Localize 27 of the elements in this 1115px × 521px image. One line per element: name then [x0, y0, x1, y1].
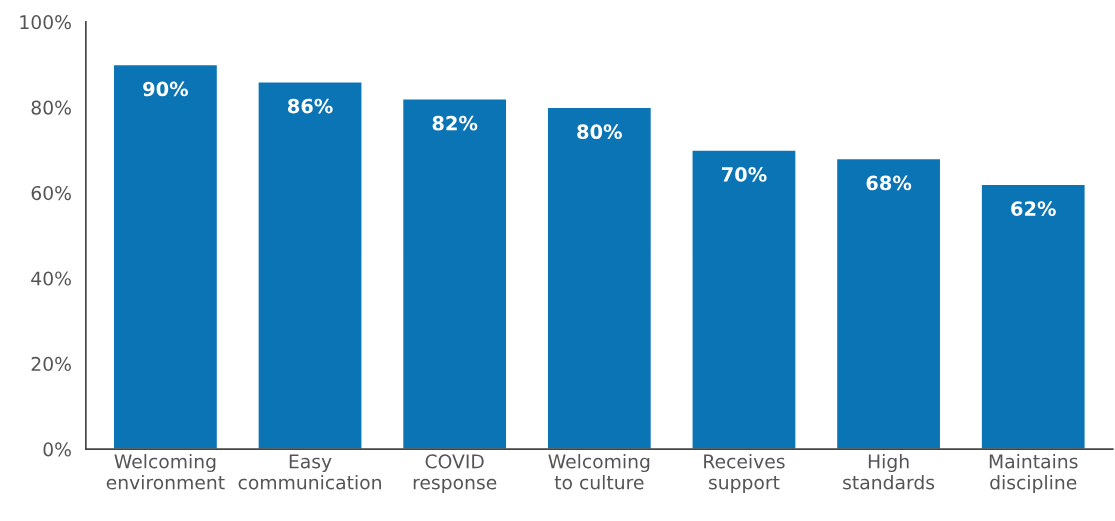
y-tick-label: 80%	[31, 100, 71, 115]
bar	[401, 98, 508, 450]
bar	[546, 106, 653, 450]
bar	[980, 183, 1086, 450]
data-label: 70%	[721, 167, 767, 182]
bar	[835, 157, 942, 450]
data-label: 68%	[866, 175, 912, 191]
x-tick-label: High standards	[843, 453, 935, 490]
data-label: 62%	[1011, 201, 1056, 216]
bar	[257, 80, 363, 450]
y-tick-label: 40%	[31, 271, 71, 286]
x-tick-label: COVID response	[413, 454, 497, 494]
x-tick-label: Maintains discipline	[989, 453, 1078, 494]
data-label: 80%	[577, 124, 622, 140]
x-tick-label: Welcoming environment	[106, 453, 225, 490]
bar	[112, 63, 219, 450]
x-tick-label: Welcoming to culture	[548, 453, 650, 490]
y-tick-label: 60%	[31, 185, 71, 201]
x-tick-label: Easy communication	[238, 454, 381, 490]
y-tick-label: 0%	[43, 442, 71, 457]
data-label: 82%	[432, 115, 478, 131]
y-tick-label: 100%	[20, 15, 71, 30]
data-label: 86%	[287, 98, 333, 114]
bar	[691, 149, 797, 450]
y-tick-label: 20%	[31, 356, 71, 372]
data-label: 90%	[143, 81, 189, 97]
x-tick-label: Receives support	[704, 453, 785, 494]
